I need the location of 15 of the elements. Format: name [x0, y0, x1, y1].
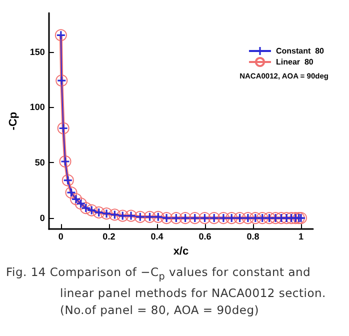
x-tick-label: 0 [58, 232, 64, 242]
x-tick-label: 0.4 [150, 232, 164, 242]
legend-label: Linear 80 [276, 58, 314, 66]
x-axis-title: x/c [173, 246, 189, 258]
x-tick-label: 0.6 [198, 232, 212, 242]
y-tick-label: 50 [34, 158, 45, 168]
y-tick-label: 150 [30, 46, 45, 57]
x-tick-label: 0.8 [246, 232, 260, 242]
x-tick-label: 1 [298, 232, 304, 242]
y-tick-label: 100 [30, 102, 45, 112]
y-tick-label: 0 [40, 213, 45, 224]
x-tick-label: 0.2 [102, 232, 116, 242]
legend-label: Constant 80 [276, 46, 325, 56]
caption: Fig. 14 Comparison of −C$_{p}$ values for constant and linear panel methods for NACA0012 section. (No.of panel = 80, AOA = 90deg) [5, 264, 327, 320]
y-axis-title: -Cp [8, 112, 20, 130]
